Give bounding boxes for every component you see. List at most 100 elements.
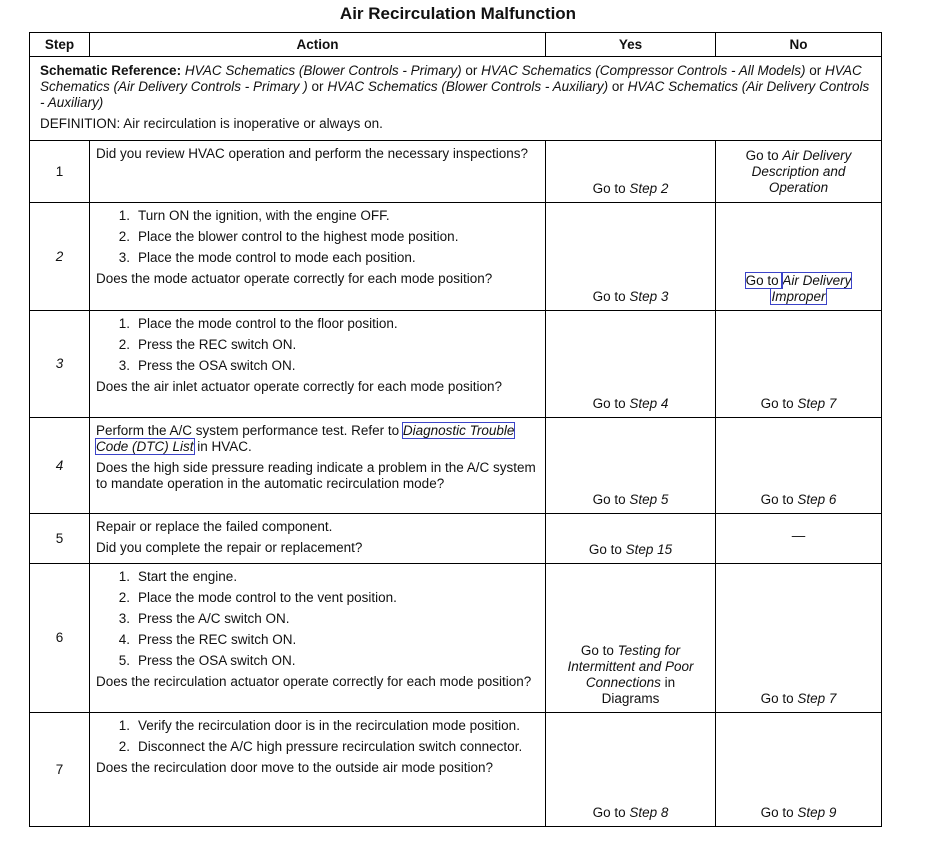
text-run: Schematic Reference: [40, 63, 185, 78]
item-text: Place the mode control to mode each posi… [138, 250, 416, 265]
text-run: Does the recirculation door move to the … [96, 760, 493, 775]
text-run: — [791, 528, 806, 543]
step-row: 3 1. Place the mode control to the floor p… [29, 310, 882, 418]
step-cell: 5 [29, 513, 90, 564]
paragraph: Does the recirculation door move to the … [96, 760, 539, 776]
text-run: or [805, 63, 826, 78]
item-number: 1. [118, 569, 130, 584]
item-number: 5. [118, 653, 130, 668]
step-cell: 6 [29, 563, 90, 713]
definition: DEFINITION: Air recirculation is inopera… [40, 116, 383, 131]
no-cell: Go to Step 7 [715, 310, 882, 418]
item-text: Verify the recirculation door is in the … [138, 718, 520, 733]
text-run: Go to [760, 492, 798, 507]
schematic-reference: Schematic Reference: HVAC Schematics (Bl… [40, 63, 871, 111]
header-cell: Action [89, 32, 546, 57]
text-run: Step 3 [629, 289, 669, 304]
text-run: Does the mode actuator operate correctly… [96, 271, 493, 286]
text-run: in HVAC. [193, 439, 252, 454]
paragraph: Does the high side pressure reading indi… [96, 460, 539, 492]
text-run: Go to [745, 148, 783, 163]
action-cell: 1. Verify the recirculation door is in th… [89, 712, 546, 827]
header-cell: Step [29, 32, 90, 57]
text-run: Did you review HVAC operation and perfor… [96, 146, 528, 161]
text-run: 5 [55, 530, 64, 546]
text-run: Step 2 [629, 181, 669, 196]
yes-cell: Go to Testing for Intermittent and Poor … [545, 563, 716, 713]
text-run: Go to [760, 691, 798, 706]
step-row: 4 Perform the A/C system performance test… [29, 417, 882, 514]
action-cell: Repair or replace the failed component. D… [89, 513, 546, 564]
item-number: 1. [118, 208, 130, 223]
text-run: Go to [580, 643, 618, 658]
text-run: Does the high side pressure reading indi… [96, 460, 536, 491]
text-run: Go to [592, 805, 630, 820]
text-run: Go to [592, 181, 630, 196]
item-text: Press the A/C switch ON. [138, 611, 290, 626]
action-cell: 1. Place the mode control to the floor po… [89, 310, 546, 418]
list-item: 1. Start the engine. [96, 569, 539, 585]
item-number: 2. [118, 590, 130, 605]
text-run: Step 7 [797, 691, 837, 706]
reference-cell: Schematic Reference: HVAC Schematics (Bl… [29, 56, 882, 141]
no-cell: Go to Step 6 [715, 417, 882, 514]
text-run: or [307, 79, 328, 94]
text-run: Step 7 [797, 396, 837, 411]
yes-cell: Go to Step 8 [545, 712, 716, 827]
list-item: 1. Verify the recirculation door is in th… [96, 718, 539, 734]
header-row: Step Action Yes No [29, 32, 882, 57]
text-run: Go to [744, 272, 784, 289]
text-run: Step 4 [629, 396, 669, 411]
yes-cell: Go to Step 15 [545, 513, 716, 564]
item-number: 2. [118, 229, 130, 244]
text-run: 1 [55, 163, 64, 179]
item-text: Place the mode control to the vent posit… [138, 590, 397, 605]
item-number: 3. [118, 250, 130, 265]
text-run: HVAC Schematics (Air Delivery Controls -… [40, 79, 870, 110]
text-run: Go to [760, 396, 798, 411]
step-row: 1 Did you review HVAC operation and perfo… [29, 140, 882, 203]
text-run: Go to [592, 289, 630, 304]
paragraph: Did you review HVAC operation and perfor… [96, 146, 539, 162]
text-run: Go to [760, 805, 798, 820]
text-run: 6 [55, 630, 64, 645]
item-number: 3. [118, 358, 130, 373]
paragraph: Did you complete the repair or replaceme… [96, 540, 539, 556]
paragraph: Repair or replace the failed component. [96, 519, 539, 535]
step-cell: 2 [29, 202, 90, 311]
yes-cell: Go to Step 5 [545, 417, 716, 514]
list-item: 5. Press the OSA switch ON. [96, 653, 539, 669]
step-cell: 4 [29, 417, 90, 514]
text-run: Step 15 [625, 542, 673, 557]
no-cell: — [715, 513, 882, 564]
list-item: 3. Press the A/C switch ON. [96, 611, 539, 627]
item-number: 2. [118, 739, 130, 754]
item-text: Disconnect the A/C high pressure recircu… [138, 739, 523, 754]
text-run: or [608, 79, 628, 94]
text-run: HVAC Schematics (Compressor Controls - A… [481, 63, 806, 78]
step-row: 6 1. Start the engine. 2. Place the mode con… [29, 563, 882, 713]
no-cell: Go to Air Delivery Improper [715, 202, 882, 311]
reference-row: Schematic Reference: HVAC Schematics (Bl… [29, 56, 882, 141]
list-item: 2. Disconnect the A/C high pressure recir… [96, 739, 539, 755]
text-run: Does the air inlet actuator operate corr… [96, 379, 502, 394]
item-text: Start the engine. [138, 569, 238, 584]
title: Air Recirculation Malfunction [339, 4, 577, 23]
text-run: Go to [592, 396, 630, 411]
text-run: 4 [55, 457, 64, 473]
list-item: 2. Place the blower control to the highes… [96, 229, 539, 245]
no-cell: Go to Air Delivery Description and Opera… [715, 140, 882, 203]
step-cell: 7 [29, 712, 90, 827]
yes-cell: Go to Step 4 [545, 310, 716, 418]
item-text: Place the blower control to the highest … [138, 229, 459, 244]
numbered-list: 1. Start the engine. 2. Place the mode cont… [96, 569, 539, 669]
text-run: Air Delivery Description and Operation [751, 148, 852, 195]
text-run: Step 5 [629, 492, 669, 507]
text-run: Air Delivery Improper [770, 272, 853, 305]
item-text: Turn ON the ignition, with the engine OF… [138, 208, 390, 223]
item-text: Press the OSA switch ON. [138, 653, 296, 668]
step-cell: 3 [29, 310, 90, 418]
list-item: 3. Place the mode control to mode each po… [96, 250, 539, 266]
list-item: 1. Turn ON the ignition, with the engine … [96, 208, 539, 224]
text-run: Step 6 [797, 492, 837, 507]
